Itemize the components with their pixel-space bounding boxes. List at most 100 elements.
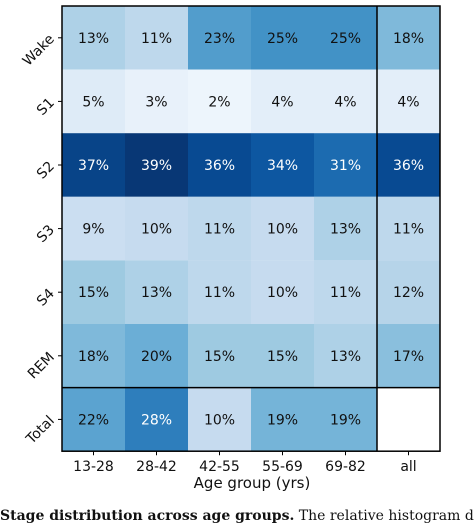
cell-label-wake-42-55: 23%	[204, 31, 235, 47]
cell-label-s3-55-69: 10%	[267, 222, 298, 238]
cell-wake-69-82	[314, 6, 377, 70]
x-tick-label-28-42: 28-42	[136, 459, 177, 475]
cell-label-rem-55-69: 15%	[267, 349, 298, 365]
y-tick-label-wake: Wake	[20, 31, 58, 69]
cell-label-rem-28-42: 20%	[141, 349, 172, 365]
cell-s2-28-42	[125, 133, 188, 197]
cell-rem-55-69	[251, 324, 314, 388]
cell-label-s1-69-82: 4%	[334, 94, 356, 110]
cell-wake-55-69	[251, 6, 314, 70]
y-tick-label-rem: REM	[25, 349, 58, 382]
cell-s4-42-55	[188, 260, 251, 324]
figure-caption: Stage distribution across age groups. Th…	[0, 508, 474, 527]
cell-s2-13-28	[62, 133, 125, 197]
cell-s2-55-69	[251, 133, 314, 197]
cell-label-wake-28-42: 11%	[141, 31, 172, 47]
cell-label-s4-55-69: 10%	[267, 285, 298, 301]
x-axis-title: Age group (yrs)	[194, 474, 311, 492]
cell-label-s3-69-82: 13%	[330, 222, 361, 238]
cell-wake-all	[377, 6, 440, 70]
y-tick-label-s1: S1	[34, 95, 58, 119]
x-tick-label-69-82: 69-82	[325, 459, 366, 475]
x-tick-label-all: all	[400, 459, 416, 475]
cell-s1-13-28	[62, 69, 125, 134]
y-tick-label-s2: S2	[34, 159, 58, 183]
cell-label-s1-all: 4%	[397, 94, 419, 110]
cell-label-total-42-55: 10%	[204, 412, 235, 428]
cell-label-rem-42-55: 15%	[204, 349, 235, 365]
cell-label-s3-all: 11%	[393, 222, 424, 238]
cell-s4-all	[377, 260, 440, 324]
cell-label-s4-69-82: 11%	[330, 285, 361, 301]
cell-rem-69-82	[314, 324, 377, 388]
cell-label-s3-42-55: 11%	[204, 222, 235, 238]
y-tick-label-total: Total	[23, 413, 58, 448]
cell-label-wake-13-28: 13%	[78, 31, 109, 47]
cell-label-s2-42-55: 36%	[204, 158, 235, 174]
caption-text: The relative histogram di	[294, 508, 474, 524]
cell-rem-42-55	[188, 324, 251, 388]
cell-label-s1-55-69: 4%	[271, 94, 293, 110]
cell-s3-all	[377, 196, 440, 261]
cell-label-s2-28-42: 39%	[141, 158, 172, 174]
cell-label-rem-69-82: 13%	[330, 349, 361, 365]
cell-label-s4-13-28: 15%	[78, 285, 109, 301]
cell-s3-42-55	[188, 196, 251, 261]
cell-label-s2-55-69: 34%	[267, 158, 298, 174]
cell-label-s2-all: 36%	[393, 158, 424, 174]
cell-rem-all	[377, 324, 440, 388]
cell-s1-all	[377, 69, 440, 134]
y-tick-label-s3: S3	[34, 222, 58, 246]
cell-s1-55-69	[251, 69, 314, 134]
cell-rem-28-42	[125, 324, 188, 388]
y-tick-label-s4: S4	[34, 286, 58, 310]
cell-s2-42-55	[188, 133, 251, 197]
cell-total-55-69	[251, 387, 314, 452]
cell-s3-69-82	[314, 196, 377, 261]
cell-s4-55-69	[251, 260, 314, 324]
cell-label-s3-28-42: 10%	[141, 222, 172, 238]
cell-s3-55-69	[251, 196, 314, 261]
cell-s1-42-55	[188, 69, 251, 134]
cell-s1-28-42	[125, 69, 188, 134]
cell-label-s4-28-42: 13%	[141, 285, 172, 301]
cell-total-28-42	[125, 387, 188, 452]
cell-label-total-13-28: 22%	[78, 412, 109, 428]
cell-wake-42-55	[188, 6, 251, 70]
cell-s2-69-82	[314, 133, 377, 197]
cell-wake-13-28	[62, 6, 125, 70]
cell-total-69-82	[314, 387, 377, 452]
cell-total-all	[377, 387, 440, 452]
cell-s2-all	[377, 133, 440, 197]
cell-label-s1-42-55: 2%	[208, 94, 230, 110]
cell-s4-69-82	[314, 260, 377, 324]
cell-label-s3-13-28: 9%	[82, 222, 104, 238]
cell-s3-28-42	[125, 196, 188, 261]
cell-wake-28-42	[125, 6, 188, 70]
cell-label-s4-all: 12%	[393, 285, 424, 301]
caption-bold: Stage distribution across age groups.	[0, 508, 295, 524]
heatmap-cells: 13% 11% 23% 25% 25% 18% 5% 3% 2% 4% 4% 4% 37% 39% 36% 3…	[62, 6, 440, 452]
cell-label-s2-13-28: 37%	[78, 158, 109, 174]
cell-label-total-69-82: 19%	[330, 412, 361, 428]
cell-rem-13-28	[62, 324, 125, 388]
cell-total-13-28	[62, 387, 125, 452]
cell-label-rem-all: 17%	[393, 349, 424, 365]
cell-label-s2-69-82: 31%	[330, 158, 361, 174]
cell-label-s4-42-55: 11%	[204, 285, 235, 301]
cell-s4-13-28	[62, 260, 125, 324]
cell-label-rem-13-28: 18%	[78, 349, 109, 365]
x-tick-label-55-69: 55-69	[262, 459, 303, 475]
cell-label-wake-55-69: 25%	[267, 31, 298, 47]
x-tick-label-13-28: 13-28	[73, 459, 114, 475]
cell-total-42-55	[188, 387, 251, 452]
cell-label-s1-13-28: 5%	[82, 94, 104, 110]
cell-label-wake-all: 18%	[393, 31, 424, 47]
cell-label-total-55-69: 19%	[267, 412, 298, 428]
x-tick-label-42-55: 42-55	[199, 459, 240, 475]
cell-label-total-28-42: 28%	[141, 412, 172, 428]
cell-s4-28-42	[125, 260, 188, 324]
cell-s3-13-28	[62, 196, 125, 261]
cell-label-s1-28-42: 3%	[145, 94, 167, 110]
